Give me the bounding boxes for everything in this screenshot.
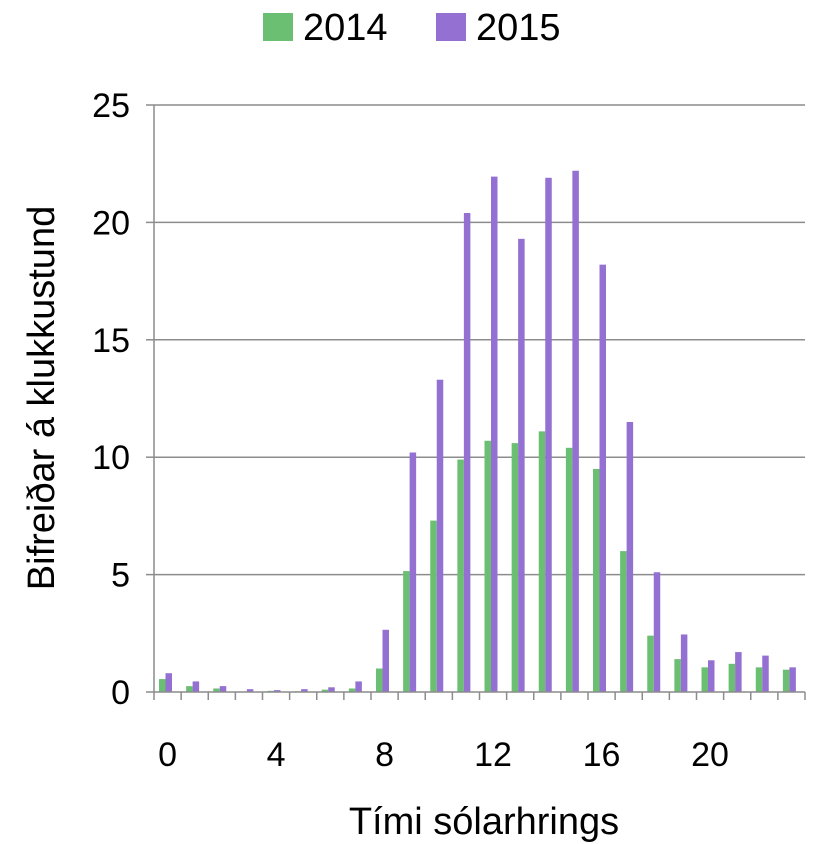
- y-axis-title: Bifreiðar á klukkustund: [21, 206, 63, 590]
- bar-2015-16: [599, 264, 606, 692]
- bar-2014-14: [538, 431, 546, 692]
- y-tick-label-25: 25: [92, 87, 130, 125]
- bar-2015-9: [409, 452, 417, 692]
- bar-2015-11: [463, 213, 471, 692]
- x-tick-label-20: 20: [691, 736, 729, 774]
- bar-2014-23: [782, 669, 790, 692]
- y-tick-label-5: 5: [111, 557, 130, 595]
- bar-2015-21: [735, 652, 742, 692]
- gridlines: [154, 104, 805, 576]
- bar-2014-7: [348, 688, 356, 692]
- bar-2015-14: [545, 177, 552, 693]
- y-tick-label-10: 10: [92, 439, 130, 477]
- bar-2015-8: [382, 629, 389, 692]
- bar-2015-10: [436, 379, 444, 692]
- legend-label-2014: 2014: [303, 7, 388, 49]
- x-tick-label-0: 0: [158, 736, 177, 774]
- bar-2014-18: [647, 635, 654, 692]
- bar-2015-17: [626, 421, 634, 692]
- y-tick-label-20: 20: [92, 204, 130, 242]
- legend: 2014 2015: [263, 7, 561, 49]
- bar-2015-23: [789, 667, 796, 692]
- bar-2014-12: [484, 440, 491, 692]
- bar-2015-18: [653, 572, 661, 692]
- bar-2014-0: [159, 679, 166, 692]
- bar-2014-16: [593, 468, 600, 692]
- bar-2015-15: [572, 170, 579, 692]
- x-tick-label-4: 4: [267, 736, 286, 774]
- bar-2014-21: [728, 663, 736, 692]
- x-tick-label-16: 16: [583, 736, 621, 774]
- bar-2014-9: [403, 571, 410, 692]
- y-tick-label-0: 0: [111, 674, 130, 712]
- bar-2014-13: [511, 443, 519, 692]
- bar-2015-7: [355, 681, 362, 692]
- bar-2014-6: [321, 689, 329, 692]
- tick-labels: 0 5 10 15 20 25 0 4 8 12 16 20: [92, 87, 729, 774]
- x-axis-title: Tími sólarhrings: [349, 801, 619, 843]
- bar-2014-8: [376, 668, 383, 692]
- x-tick-label-8: 8: [375, 736, 394, 774]
- legend-label-2015: 2015: [476, 7, 561, 49]
- bar-2015-6: [328, 687, 335, 692]
- bar-2015-4: [274, 690, 281, 692]
- bar-2014-19: [674, 659, 681, 692]
- y-tick-label-15: 15: [92, 322, 130, 360]
- legend-swatch-2014: [263, 13, 293, 41]
- bar-2015-12: [491, 176, 498, 692]
- bar-2014-2: [213, 688, 220, 692]
- bar-2015-1: [192, 681, 200, 692]
- x-tick-label-12: 12: [474, 736, 512, 774]
- bar-2015-3: [246, 689, 254, 692]
- axes: [146, 104, 806, 700]
- bar-2015-13: [518, 238, 525, 692]
- bar-2015-0: [165, 673, 172, 692]
- bar-2014-22: [755, 667, 763, 692]
- bar-2014-17: [620, 551, 627, 692]
- bar-2014-1: [186, 686, 193, 692]
- bar-2015-20: [708, 660, 715, 692]
- bar-2015-5: [301, 689, 308, 692]
- bar-2014-11: [457, 459, 464, 692]
- bars: [159, 170, 796, 693]
- bar-2015-19: [680, 634, 688, 692]
- bar-2014-15: [565, 447, 573, 692]
- bar-2014-20: [701, 667, 708, 692]
- bar-2014-10: [430, 520, 437, 692]
- bar-2015-22: [762, 655, 769, 692]
- bar-2015-2: [219, 686, 227, 692]
- legend-swatch-2015: [436, 13, 466, 41]
